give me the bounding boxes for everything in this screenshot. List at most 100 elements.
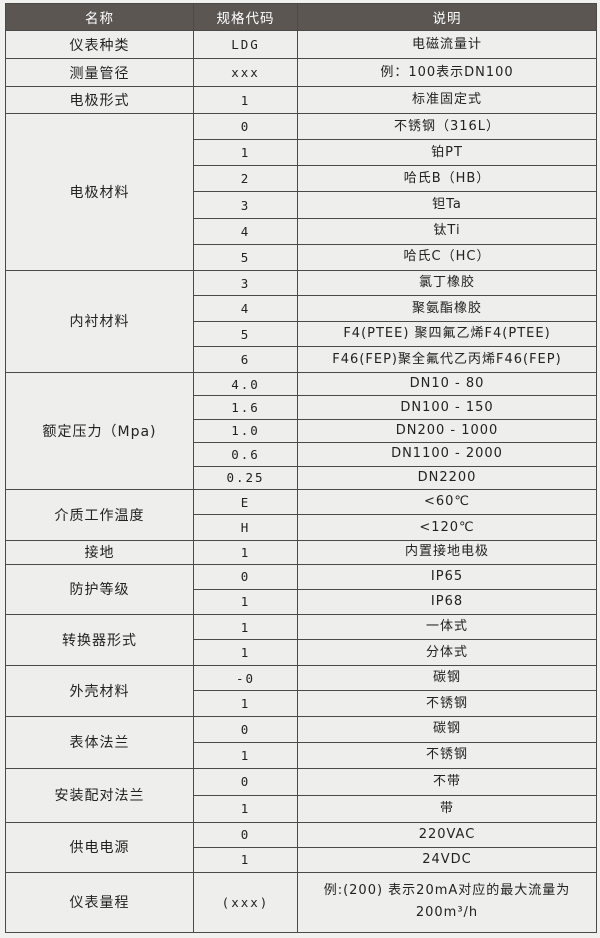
- spec-name: 安装配对法兰: [5, 767, 194, 823]
- spec-code: 3: [193, 191, 298, 219]
- spec-code: 6: [193, 346, 298, 373]
- table-row: 供电电源 0 220VAC: [5, 821, 597, 873]
- spec-code: 0.25: [193, 465, 298, 490]
- table-row: 2 哈氏B（HB）: [6, 165, 597, 193]
- spec-description: 一体式: [297, 613, 597, 641]
- spec-name: 仪表种类: [5, 30, 194, 59]
- spec-name: 外壳材料: [5, 664, 194, 717]
- spec-description: 碳钢: [297, 715, 597, 743]
- spec-description: <60℃: [297, 488, 597, 516]
- table-row: H <120℃: [6, 514, 597, 541]
- spec-code: 0: [193, 112, 298, 141]
- spec-code: 1: [193, 86, 298, 114]
- table-row: 0.6 DN1100 - 2000: [6, 442, 597, 467]
- spec-code: 0: [193, 715, 298, 743]
- table-row: 转换器形式 1 一体式: [5, 613, 597, 666]
- spec-code: 1.0: [193, 418, 298, 444]
- spec-description: 不锈钢: [297, 741, 597, 769]
- spec-code: -0: [193, 664, 298, 692]
- spec-code: 1: [193, 690, 298, 717]
- table-row: 仪表量程 (xxx) 例:(200) 表示20mA对应的最大流量为200m³/h: [5, 871, 597, 933]
- spec-description: 钽Ta: [297, 191, 597, 219]
- spec-code: 1.6: [193, 395, 298, 420]
- spec-code: 5: [193, 320, 298, 348]
- spec-code: 1: [193, 613, 298, 641]
- table-row: 1 铂PT: [6, 139, 597, 167]
- table-row: 1.0 DN200 - 1000: [6, 418, 597, 444]
- spec-code: LDG: [193, 30, 298, 59]
- spec-description: F4(PTEE) 聚四氟乙烯F4(PTEE): [297, 320, 597, 348]
- spec-description: <120℃: [297, 514, 597, 541]
- spec-description: 分体式: [297, 639, 597, 666]
- table-row: 防护等级 0 IP65: [5, 563, 597, 615]
- table-row: 6 F46(FEP)聚全氟代乙丙烯F46(FEP): [6, 346, 597, 373]
- spec-description: 铂PT: [297, 139, 597, 167]
- spec-name: 额定压力（Mpa): [5, 371, 194, 490]
- spec-description: IP68: [297, 588, 597, 615]
- spec-code: 1: [193, 846, 298, 873]
- table-row: 电极形式 1 标准固定式: [5, 86, 597, 114]
- header-row: 名称 规格代码 说明: [5, 3, 597, 31]
- spec-description: 碳钢: [297, 664, 597, 692]
- spec-name: 测量管径: [5, 58, 194, 87]
- spec-description: 内置接地电极: [297, 539, 597, 565]
- spec-description: 氯丁橡胶: [297, 269, 597, 297]
- spec-code: 1: [193, 741, 298, 769]
- spec-name: 供电电源: [5, 821, 194, 873]
- spec-description: DN1100 - 2000: [297, 442, 597, 467]
- spec-code: 1: [193, 139, 298, 167]
- spec-description: 不带: [297, 767, 597, 796]
- table-row: 1 24VDC: [6, 846, 597, 873]
- spec-name: 表体法兰: [5, 715, 194, 769]
- spec-code: 5: [193, 243, 298, 271]
- spec-code: 0.6: [193, 442, 298, 467]
- header-code: 规格代码: [193, 3, 298, 31]
- spec-code: 3: [193, 269, 298, 297]
- header-name: 名称: [5, 3, 194, 31]
- spec-name: 转换器形式: [5, 613, 194, 666]
- table-row: 5 F4(PTEE) 聚四氟乙烯F4(PTEE): [6, 320, 597, 348]
- spec-description: 例:(200) 表示20mA对应的最大流量为200m³/h: [297, 871, 597, 933]
- spec-name: 接地: [5, 539, 194, 565]
- spec-code: (xxx): [193, 871, 298, 933]
- spec-code: 1: [193, 794, 298, 823]
- spec-description: IP65: [297, 563, 597, 590]
- table-row: 电极材料 0 不锈钢（316L）: [5, 112, 597, 271]
- spec-description: DN10 - 80: [297, 371, 597, 397]
- spec-description: 电磁流量计: [297, 30, 597, 59]
- spec-name: 介质工作温度: [5, 488, 194, 541]
- table-row: 安装配对法兰 0 不带: [5, 767, 597, 823]
- spec-description: 聚氨酯橡胶: [297, 295, 597, 322]
- spec-description: DN200 - 1000: [297, 418, 597, 444]
- table-row: 5 哈氏C（HC）: [6, 243, 597, 271]
- spec-code: 1: [193, 588, 298, 615]
- table-row: 表体法兰 0 碳钢: [5, 715, 597, 769]
- spec-code: 1: [193, 539, 298, 565]
- spec-code: E: [193, 488, 298, 516]
- spec-code: 4.0: [193, 371, 298, 397]
- spec-description: 24VDC: [297, 846, 597, 873]
- table-row: 测量管径 xxx 例：100表示DN100: [5, 58, 597, 87]
- table-row: 1 IP68: [6, 588, 597, 615]
- spec-name: 防护等级: [5, 563, 194, 615]
- table-body: 仪表种类 LDG 电磁流量计 测量管径 xxx 例：100表示DN100 电极形式 1 标准固定…: [5, 30, 597, 933]
- table-row: 介质工作温度 E <60℃: [5, 488, 597, 541]
- header-desc: 说明: [297, 3, 597, 31]
- spec-code: 0: [193, 821, 298, 848]
- spec-code: 1: [193, 639, 298, 666]
- table-row: 外壳材料 -0 碳钢: [5, 664, 597, 717]
- table-row: 0.25 DN2200: [6, 465, 597, 490]
- spec-code: 0: [193, 563, 298, 590]
- spec-description: DN2200: [297, 465, 597, 490]
- spec-code: 4: [193, 295, 298, 322]
- spec-code: 2: [193, 165, 298, 193]
- spec-code: H: [193, 514, 298, 541]
- spec-code: 4: [193, 217, 298, 245]
- spec-table: 名称 规格代码 说明 仪表种类 LDG 电磁流量计 测量管径 xxx 例：100表示DN1…: [5, 3, 597, 933]
- spec-code: xxx: [193, 58, 298, 87]
- spec-description: 带: [297, 794, 597, 823]
- table-row: 仪表种类 LDG 电磁流量计: [5, 30, 597, 59]
- table-row: 1 分体式: [6, 639, 597, 666]
- spec-description: 不锈钢（316L）: [297, 112, 597, 141]
